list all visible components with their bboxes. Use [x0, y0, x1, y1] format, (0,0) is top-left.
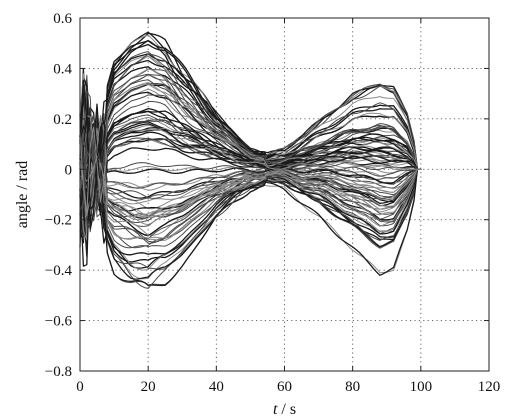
series-line: [79, 151, 422, 270]
series-line: [79, 68, 422, 215]
series-line: [79, 113, 422, 257]
x-tick-label: 0: [76, 379, 84, 395]
series-line: [79, 168, 422, 240]
y-tick-label: −0.2: [45, 213, 72, 229]
y-tick-label: −0.4: [45, 263, 73, 279]
series-line: [79, 155, 422, 218]
x-axis-label-unit: / s: [277, 401, 296, 418]
y-tick-label: 0.2: [53, 112, 72, 128]
series-line: [79, 144, 422, 243]
y-axis-label: angle / rad: [14, 161, 31, 229]
series-line: [79, 82, 422, 191]
x-axis-label: t / s: [273, 401, 296, 418]
series-line: [79, 129, 422, 217]
x-tick-label: 60: [277, 379, 292, 395]
series-line: [79, 39, 422, 170]
series-line: [79, 31, 422, 194]
x-tick-label: 40: [209, 379, 224, 395]
series-line: [79, 168, 422, 236]
y-tick-label: −0.6: [45, 314, 73, 330]
series-line: [79, 73, 422, 170]
series-line: [79, 113, 422, 280]
series-line: [79, 53, 422, 170]
y-tick-label: 0.4: [53, 61, 72, 77]
x-tick-label: 80: [345, 379, 360, 395]
series-line: [79, 96, 422, 233]
series-line: [79, 123, 422, 276]
y-tick-label: −0.8: [45, 364, 72, 380]
x-tick-label: 20: [141, 379, 156, 395]
series-line: [79, 126, 422, 217]
series-line: [79, 141, 422, 241]
series-line: [79, 149, 422, 269]
x-axis-label-variable: t: [273, 401, 278, 418]
axis-ticks: 0 20 40 60 80 100 120 −0.8 −0.6 −0.4 −0.2 0 0.2 0.4 0.…: [45, 11, 500, 395]
series-line: [79, 129, 422, 223]
series-line: [79, 160, 422, 287]
series-line: [79, 74, 422, 227]
y-tick-label: 0.6: [53, 11, 72, 27]
x-tick-label: 100: [410, 379, 433, 395]
x-tick-label: 120: [478, 379, 501, 395]
y-tick-label: 0: [65, 162, 73, 178]
series-traces: [79, 31, 422, 289]
series-line: [79, 149, 422, 289]
series-line: [79, 114, 422, 249]
series-line: [79, 51, 422, 216]
